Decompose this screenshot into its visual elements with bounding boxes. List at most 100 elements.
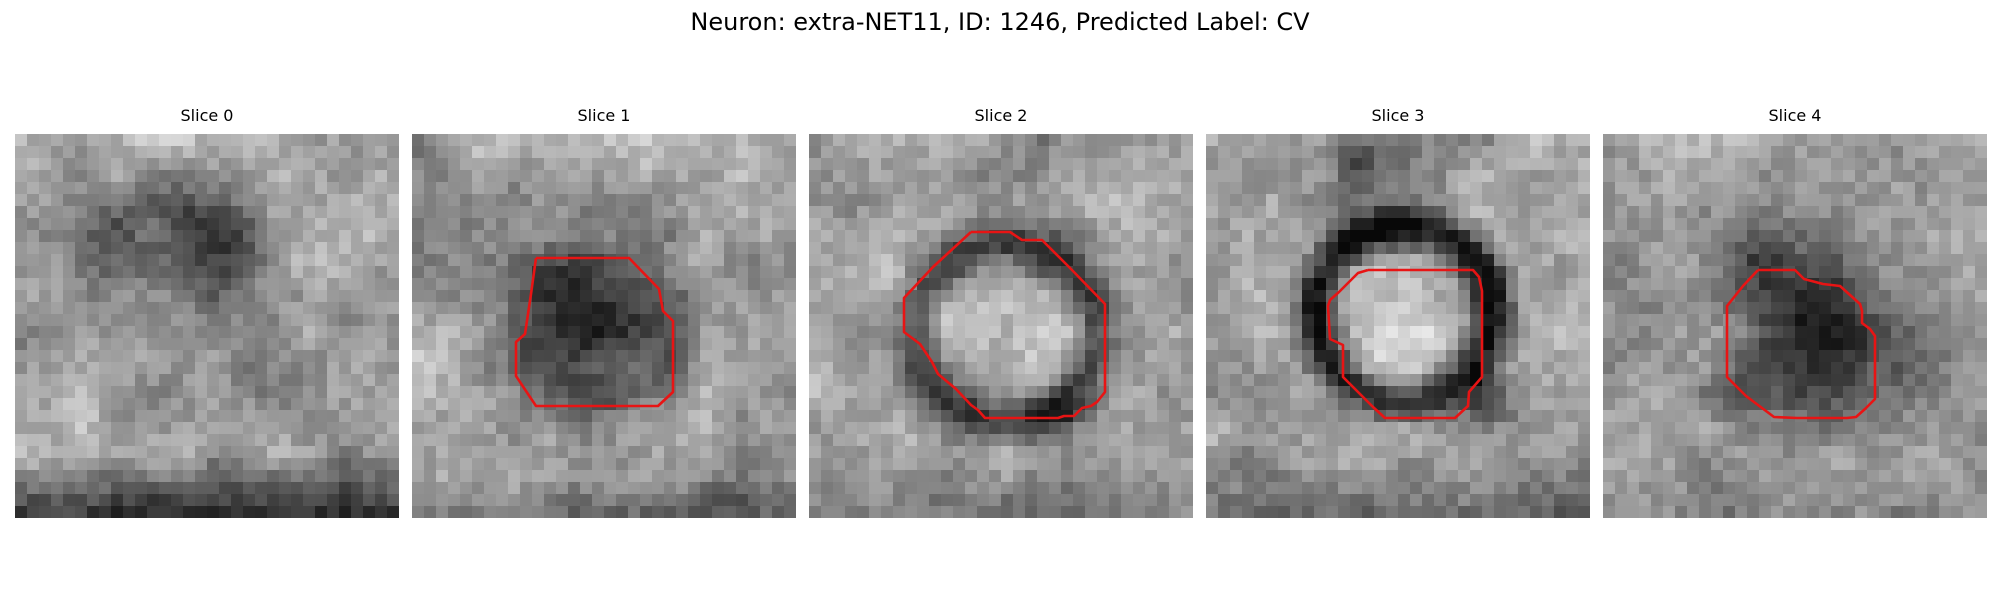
image-pixel	[183, 134, 196, 147]
image-pixel	[1518, 206, 1531, 219]
image-pixel	[652, 458, 665, 471]
image-pixel	[27, 494, 40, 507]
image-pixel	[1025, 422, 1038, 435]
image-pixel	[1446, 482, 1459, 495]
image-pixel	[496, 338, 509, 351]
image-pixel	[1362, 326, 1375, 339]
image-pixel	[1218, 290, 1231, 303]
image-pixel	[1963, 422, 1976, 435]
image-pixel	[809, 218, 822, 231]
image-pixel	[1242, 242, 1255, 255]
image-pixel	[845, 230, 858, 243]
image-pixel	[1434, 422, 1447, 435]
image-pixel	[231, 134, 244, 147]
image-pixel	[1121, 158, 1134, 171]
image-pixel	[1771, 146, 1784, 159]
image-pixel	[1615, 242, 1628, 255]
image-pixel	[1831, 410, 1844, 423]
image-pixel	[183, 182, 196, 195]
image-pixel	[460, 410, 473, 423]
image-pixel	[327, 146, 340, 159]
image-pixel	[1687, 398, 1700, 411]
image-pixel	[1927, 446, 1940, 459]
image-pixel	[1518, 254, 1531, 267]
image-pixel	[760, 302, 773, 315]
image-pixel	[424, 422, 437, 435]
image-pixel	[1410, 410, 1423, 423]
image-pixel	[1410, 242, 1423, 255]
image-pixel	[1001, 254, 1014, 267]
image-pixel	[1627, 290, 1640, 303]
image-pixel	[1133, 422, 1146, 435]
image-pixel	[724, 230, 737, 243]
image-pixel	[821, 290, 834, 303]
image-pixel	[1145, 302, 1158, 315]
image-pixel	[111, 326, 124, 339]
image-pixel	[1254, 194, 1267, 207]
image-pixel	[1157, 470, 1170, 483]
image-pixel	[712, 410, 725, 423]
image-pixel	[255, 434, 268, 447]
image-pixel	[580, 338, 593, 351]
image-pixel	[267, 482, 280, 495]
image-pixel	[339, 194, 352, 207]
image-pixel	[1615, 278, 1628, 291]
image-pixel	[1843, 278, 1856, 291]
image-pixel	[1061, 146, 1074, 159]
image-pixel	[724, 278, 737, 291]
image-pixel	[1458, 338, 1471, 351]
image-pixel	[748, 266, 761, 279]
image-pixel	[207, 278, 220, 291]
image-pixel	[387, 170, 399, 183]
image-pixel	[845, 278, 858, 291]
image-pixel	[568, 218, 581, 231]
image-pixel	[1206, 158, 1219, 171]
image-pixel	[279, 218, 292, 231]
image-pixel	[869, 422, 882, 435]
image-pixel	[833, 182, 846, 195]
image-pixel	[1747, 362, 1760, 375]
image-pixel	[893, 398, 906, 411]
image-pixel	[1747, 326, 1760, 339]
image-pixel	[279, 158, 292, 171]
image-pixel	[1867, 254, 1880, 267]
image-pixel	[1218, 146, 1231, 159]
image-pixel	[1013, 302, 1026, 315]
image-pixel	[1049, 266, 1062, 279]
image-pixel	[628, 410, 641, 423]
image-pixel	[243, 434, 256, 447]
image-pixel	[27, 194, 40, 207]
image-pixel	[1206, 434, 1219, 447]
image-pixel	[1085, 422, 1098, 435]
image-pixel	[784, 254, 796, 267]
image-pixel	[1975, 434, 1987, 447]
image-pixel	[1314, 470, 1327, 483]
image-pixel	[1494, 494, 1507, 507]
image-pixel	[1266, 158, 1279, 171]
image-pixel	[267, 410, 280, 423]
image-pixel	[39, 170, 52, 183]
image-pixel	[1711, 434, 1724, 447]
image-pixel	[135, 182, 148, 195]
image-pixel	[1843, 350, 1856, 363]
image-pixel	[1807, 434, 1820, 447]
image-pixel	[1398, 494, 1411, 507]
image-pixel	[1061, 422, 1074, 435]
image-pixel	[1037, 326, 1050, 339]
image-pixel	[833, 482, 846, 495]
image-pixel	[628, 218, 641, 231]
image-pixel	[1542, 218, 1555, 231]
image-pixel	[1759, 182, 1772, 195]
image-pixel	[1314, 170, 1327, 183]
image-pixel	[604, 350, 617, 363]
image-pixel	[748, 158, 761, 171]
image-pixel	[1482, 302, 1495, 315]
image-pixel	[1410, 362, 1423, 375]
image-pixel	[736, 266, 749, 279]
image-pixel	[1242, 254, 1255, 267]
image-pixel	[1506, 206, 1519, 219]
image-pixel	[183, 242, 196, 255]
image-pixel	[941, 422, 954, 435]
image-pixel	[1675, 290, 1688, 303]
image-pixel	[1831, 362, 1844, 375]
